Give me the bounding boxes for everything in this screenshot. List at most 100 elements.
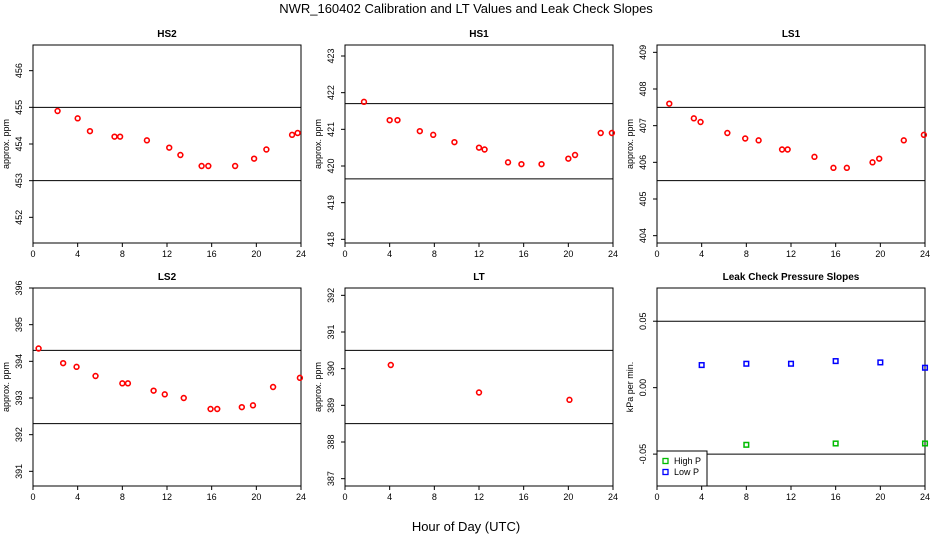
panel-lt-y-axis-label: approx. ppm xyxy=(313,362,323,412)
panel-ls2-y-axis-label: approx. ppm xyxy=(1,362,11,412)
panel-hs2-frame xyxy=(32,44,302,244)
panel-ls1-x-tick-label: 0 xyxy=(654,249,659,259)
panel-lt-x-tick-label: 20 xyxy=(563,492,573,502)
panel-ls2-point xyxy=(119,380,126,387)
panel-ls1-x-tick-label: 20 xyxy=(875,249,885,259)
panel-ls2-y-tick-label: 394 xyxy=(14,354,24,369)
panel-hs2-x-tick-label: 16 xyxy=(207,249,217,259)
panel-hs1-x-tick-label: 8 xyxy=(432,249,437,259)
panel-leak-check-pressure-slopes-legend-marker xyxy=(662,468,669,476)
panel-ls1-point xyxy=(690,115,698,122)
panel-hs2-point xyxy=(205,162,212,170)
panel-ls1-point xyxy=(784,146,791,153)
panel-lt-title: LT xyxy=(473,272,484,283)
panel-hs2-y-axis-label: approx. ppm xyxy=(1,119,11,169)
panel-leak-check-pressure-slopes-x-tick-label: 4 xyxy=(699,492,704,502)
panel-ls2-x-tick-label: 16 xyxy=(207,492,217,502)
panel-leak-check-pressure-slopes-x-tick-label: 0 xyxy=(654,492,659,502)
panel-ls2-x-tick-label: 4 xyxy=(75,492,80,502)
panel-hs1-y-tick-label: 422 xyxy=(326,85,336,100)
panel-ls2-x-tick-label: 24 xyxy=(296,492,306,502)
panel-leak-check-pressure-slopes-x-tick-label: 24 xyxy=(920,492,930,502)
panel-hs1-y-axis-label: approx. ppm xyxy=(313,119,323,169)
panel-hs2-point xyxy=(54,107,61,115)
panel-hs2-x-tick-label: 0 xyxy=(30,249,35,259)
panel-ls1-x-tick-label: 4 xyxy=(699,249,704,259)
panel-leak-check-pressure-slopes-x-tick-label: 8 xyxy=(744,492,749,502)
panel-ls1-point xyxy=(830,164,837,172)
panel-ls2-point xyxy=(249,402,257,409)
panel-hs2-y-tick-label: 453 xyxy=(14,173,24,188)
panel-leak-check-pressure-slopes: Leak Check Pressure Slopes 0 4 8 12 16 20 24 -0.… xyxy=(625,272,930,502)
panel-ls2-point xyxy=(161,391,168,398)
panel-hs2-y-tick-label: 452 xyxy=(14,210,24,225)
panel-hs1-point xyxy=(597,129,604,137)
panel-ls2: LS2 0 4 8 12 16 20 24 391 392 393 394 395 396 approx. … xyxy=(1,272,306,502)
panel-hs1-frame xyxy=(344,44,614,244)
panel-ls1: LS1 0 4 8 12 16 20 24 404 405 406 407 408 409 approx. … xyxy=(625,29,930,259)
panel-leak-check-pressure-slopes-legend-label: High P xyxy=(674,456,701,466)
panel-lt-x-tick-label: 4 xyxy=(387,492,392,502)
panel-leak-check-pressure-slopes-point xyxy=(787,360,795,367)
panel-ls2-point xyxy=(150,387,157,394)
panel-ls2-title: LS2 xyxy=(158,272,177,283)
panel-hs1-point xyxy=(416,127,424,135)
panel-ls2-point xyxy=(35,345,42,352)
panel-hs2-x-tick-label: 12 xyxy=(162,249,172,259)
panel-ls1-point xyxy=(900,137,907,144)
panel-ls1-x-tick-label: 8 xyxy=(744,249,749,259)
panel-hs1-point xyxy=(360,98,368,106)
panel-leak-check-pressure-slopes-point xyxy=(921,364,929,371)
panel-lt-x-tick-label: 16 xyxy=(519,492,529,502)
panel-leak-check-pressure-slopes-point xyxy=(832,440,839,447)
panel-hs2-x-tick-label: 20 xyxy=(251,249,261,259)
panel-hs2-title: HS2 xyxy=(157,29,177,40)
panel-ls2-point xyxy=(207,405,214,413)
panel-leak-check-pressure-slopes-point xyxy=(877,359,884,366)
panel-hs2-point xyxy=(177,151,184,159)
panel-lt-point xyxy=(387,361,394,369)
panel-ls1-y-tick-label: 409 xyxy=(638,45,648,60)
panel-leak-check-pressure-slopes-point xyxy=(743,441,750,448)
panel-hs1-y-tick-label: 421 xyxy=(326,122,336,137)
panel-ls2-point xyxy=(214,405,221,413)
panel-hs1-point xyxy=(504,159,512,166)
panel-hs2-point xyxy=(166,144,173,151)
panel-leak-check-pressure-slopes-title: Leak Check Pressure Slopes xyxy=(723,272,860,283)
panel-hs2-x-tick-label: 8 xyxy=(120,249,125,259)
panel-ls2-point xyxy=(59,359,67,367)
panel-hs1-y-tick-label: 419 xyxy=(326,195,336,210)
panel-lt-y-tick-label: 391 xyxy=(326,324,336,339)
panel-ls1-y-tick-label: 406 xyxy=(638,155,648,170)
panel-ls1-y-tick-label: 405 xyxy=(638,191,648,206)
x-axis-label: Hour of Day (UTC) xyxy=(412,519,520,534)
panel-hs2: HS2 0 4 8 12 16 20 24 452 453 454 455 456 approx. ppm xyxy=(1,29,306,259)
panel-ls1-y-tick-label: 404 xyxy=(638,228,648,243)
panel-hs2-point xyxy=(198,162,205,170)
panel-hs2-x-tick-label: 4 xyxy=(75,249,80,259)
panel-ls2-y-tick-label: 395 xyxy=(14,317,24,332)
panel-ls2-point xyxy=(92,372,99,380)
panel-hs1-point xyxy=(481,146,488,153)
panel-ls1-point xyxy=(755,137,762,144)
panel-ls1-y-tick-label: 407 xyxy=(638,118,648,133)
panel-lt-point xyxy=(566,396,573,404)
panel-lt-frame xyxy=(344,287,614,487)
panel-ls1-point xyxy=(778,146,786,153)
panel-ls2-point xyxy=(296,374,304,382)
panel-hs1-x-tick-label: 20 xyxy=(563,249,573,259)
panel-leak-check-pressure-slopes-x-tick-label: 12 xyxy=(786,492,796,502)
panel-ls1-frame xyxy=(656,44,926,244)
panel-ls1-point xyxy=(869,159,876,166)
panel-hs1-point xyxy=(394,116,401,124)
panel-lt-y-tick-label: 392 xyxy=(326,288,336,303)
panel-lt-x-tick-label: 24 xyxy=(608,492,618,502)
panel-ls1-point xyxy=(843,164,851,172)
panel-hs2-point xyxy=(86,127,94,135)
panel-hs2-point xyxy=(294,129,301,137)
panel-ls2-y-tick-label: 392 xyxy=(14,427,24,442)
panel-lt: LT 0 4 8 12 16 20 24 387 388 389 390 391 392 approx. p… xyxy=(313,272,618,502)
panel-ls2-y-tick-label: 393 xyxy=(14,390,24,405)
panel-lt-x-tick-label: 8 xyxy=(432,492,437,502)
panel-leak-check-pressure-slopes-y-tick-label: -0.05 xyxy=(638,444,648,465)
